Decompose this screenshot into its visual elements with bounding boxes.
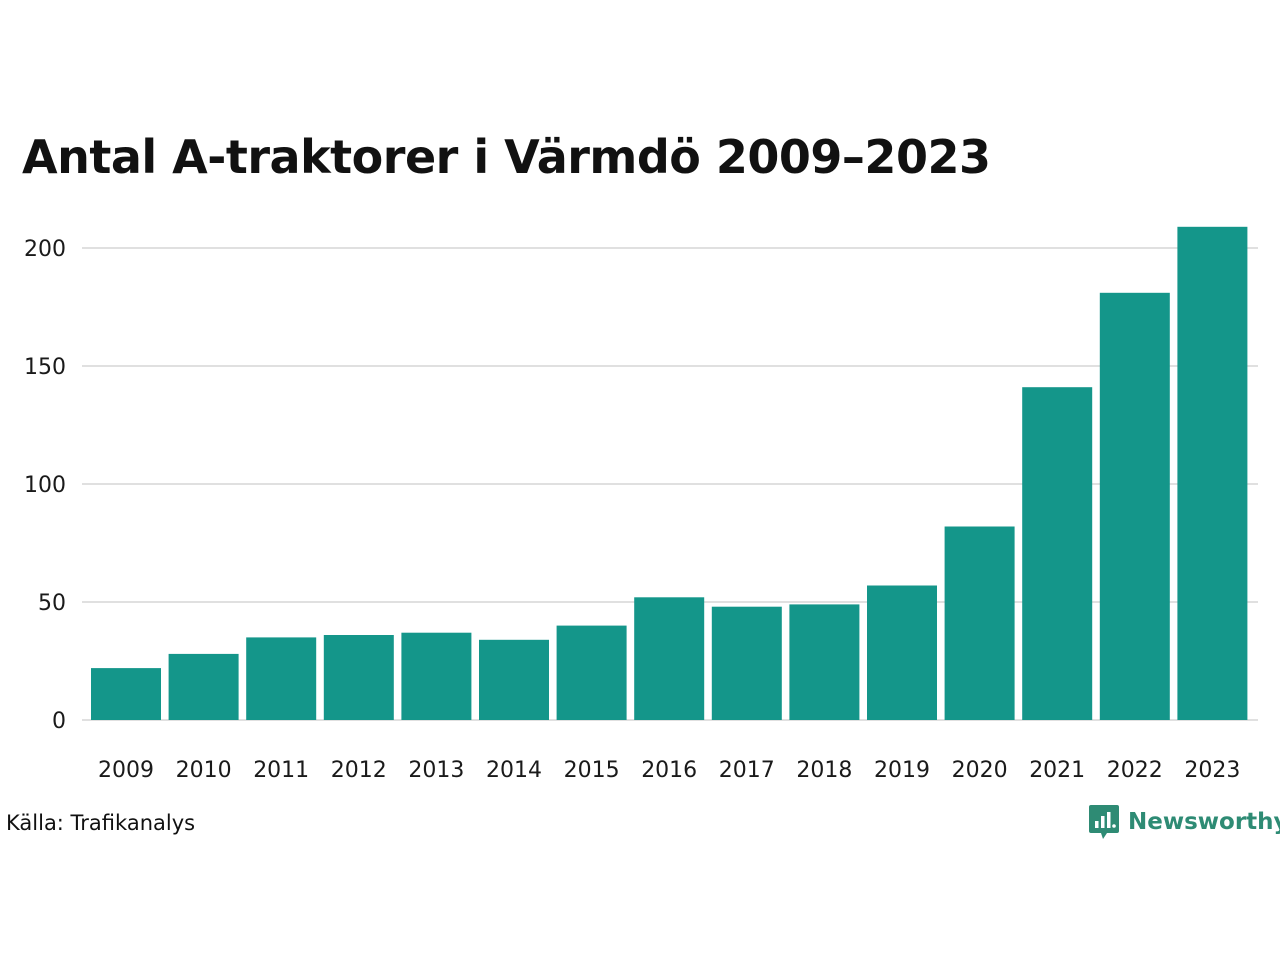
x-tick-label: 2015 [564, 758, 620, 783]
bar-2023 [1177, 226, 1248, 721]
x-axis-ticks: 2009 2010 2011 2012 2013 2014 2015 2016 2017 2018… [98, 758, 1240, 783]
bar-2010 [168, 653, 239, 720]
y-tick-label: 150 [24, 355, 66, 380]
x-tick-label: 2020 [952, 758, 1008, 783]
bar-2022 [1099, 292, 1170, 720]
brand-name: Newsworthy [1128, 809, 1280, 835]
chart-title: Antal A-traktorer i Värmdö 2009–2023 [22, 130, 991, 184]
bar-2009 [91, 668, 161, 720]
x-tick-label: 2012 [331, 758, 387, 783]
bar-2012 [323, 635, 394, 720]
x-tick-label: 2021 [1029, 758, 1085, 783]
bars [91, 226, 1248, 721]
x-tick-label: 2014 [486, 758, 542, 783]
x-tick-label: 2022 [1107, 758, 1163, 783]
x-tick-label: 2023 [1184, 758, 1240, 783]
bar-2018 [789, 604, 860, 720]
x-tick-label: 2010 [176, 758, 232, 783]
x-tick-label: 2018 [796, 758, 852, 783]
bar-2016 [634, 597, 705, 720]
y-tick-label: 0 [52, 709, 66, 734]
bar-2020 [944, 526, 1015, 720]
y-tick-label: 200 [24, 237, 66, 262]
x-tick-label: 2013 [408, 758, 464, 783]
bar-2021 [1022, 387, 1093, 720]
x-tick-label: 2011 [253, 758, 309, 783]
y-tick-label: 100 [24, 473, 66, 498]
source-note: Källa: Trafikanalys [6, 811, 196, 835]
bar-chart-speech-bubble-icon [1089, 805, 1119, 839]
x-tick-label: 2016 [641, 758, 697, 783]
bar-2019 [867, 585, 937, 720]
x-tick-label: 2019 [874, 758, 930, 783]
bar-2015 [556, 625, 627, 720]
bar-2014 [479, 639, 549, 720]
x-tick-label: 2009 [98, 758, 154, 783]
y-axis-ticks: 0 50 100 150 200 [24, 237, 66, 734]
brand-logo: Newsworthy [1088, 804, 1280, 840]
bar-2017 [711, 606, 782, 720]
x-tick-label: 2017 [719, 758, 775, 783]
y-tick-label: 50 [38, 591, 66, 616]
bar-2013 [401, 632, 472, 720]
bar-2011 [246, 637, 317, 720]
